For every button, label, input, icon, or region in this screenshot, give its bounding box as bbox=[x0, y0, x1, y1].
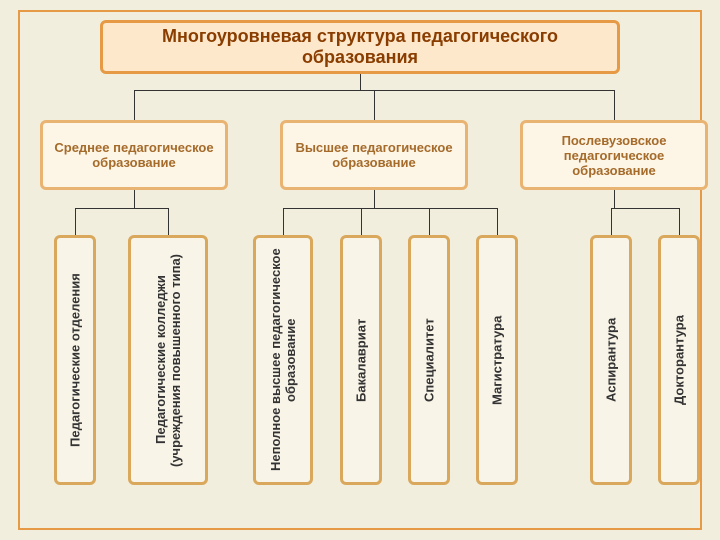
category-high: Высшее педагогическое образование bbox=[280, 120, 468, 190]
connector-v bbox=[360, 74, 361, 90]
connector-v bbox=[614, 90, 615, 120]
leaf-box: Неполное высшее педагогическое образован… bbox=[253, 235, 313, 485]
connector-v bbox=[134, 190, 135, 208]
leaf-box: Педагогические колледжи (учреждения повы… bbox=[128, 235, 208, 485]
category-mid: Среднее педагогическое образование bbox=[40, 120, 228, 190]
leaf-label: Аспирантура bbox=[604, 318, 619, 402]
leaf-label: Специалитет bbox=[422, 318, 437, 402]
leaf-label: Неполное высшее педагогическое образован… bbox=[268, 248, 298, 472]
title-text: Многоуровневая структура педагогического… bbox=[113, 26, 607, 68]
leaf-label: Докторантура bbox=[672, 315, 687, 405]
leaf-box: Специалитет bbox=[408, 235, 450, 485]
connector-h bbox=[75, 208, 168, 209]
connector-v bbox=[168, 208, 169, 235]
leaf-label: Педагогические колледжи (учреждения повы… bbox=[153, 248, 183, 472]
connector-v bbox=[497, 208, 498, 235]
title-box: Многоуровневая структура педагогического… bbox=[100, 20, 620, 74]
connector-v bbox=[361, 208, 362, 235]
connector-h bbox=[283, 208, 497, 209]
leaf-box: Докторантура bbox=[658, 235, 700, 485]
leaf-box: Педагогические отделения bbox=[54, 235, 96, 485]
connector-h bbox=[611, 208, 679, 209]
leaf-box: Аспирантура bbox=[590, 235, 632, 485]
category-label: Высшее педагогическое образование bbox=[293, 140, 455, 170]
category-label: Послевузовское педагогическое образовани… bbox=[533, 133, 695, 178]
connector-v bbox=[283, 208, 284, 235]
category-label: Среднее педагогическое образование bbox=[53, 140, 215, 170]
connector-v bbox=[611, 208, 612, 235]
category-post: Послевузовское педагогическое образовани… bbox=[520, 120, 708, 190]
connector-v bbox=[134, 90, 135, 120]
leaf-box: Магистратура bbox=[476, 235, 518, 485]
connector-v bbox=[679, 208, 680, 235]
connector-v bbox=[374, 190, 375, 208]
leaf-label: Магистратура bbox=[490, 315, 505, 404]
connector-v bbox=[374, 90, 375, 120]
leaf-box: Бакалавриат bbox=[340, 235, 382, 485]
leaf-label: Педагогические отделения bbox=[68, 273, 83, 447]
connector-v bbox=[75, 208, 76, 235]
leaf-label: Бакалавриат bbox=[354, 318, 369, 401]
connector-v bbox=[614, 190, 615, 208]
connector-v bbox=[429, 208, 430, 235]
